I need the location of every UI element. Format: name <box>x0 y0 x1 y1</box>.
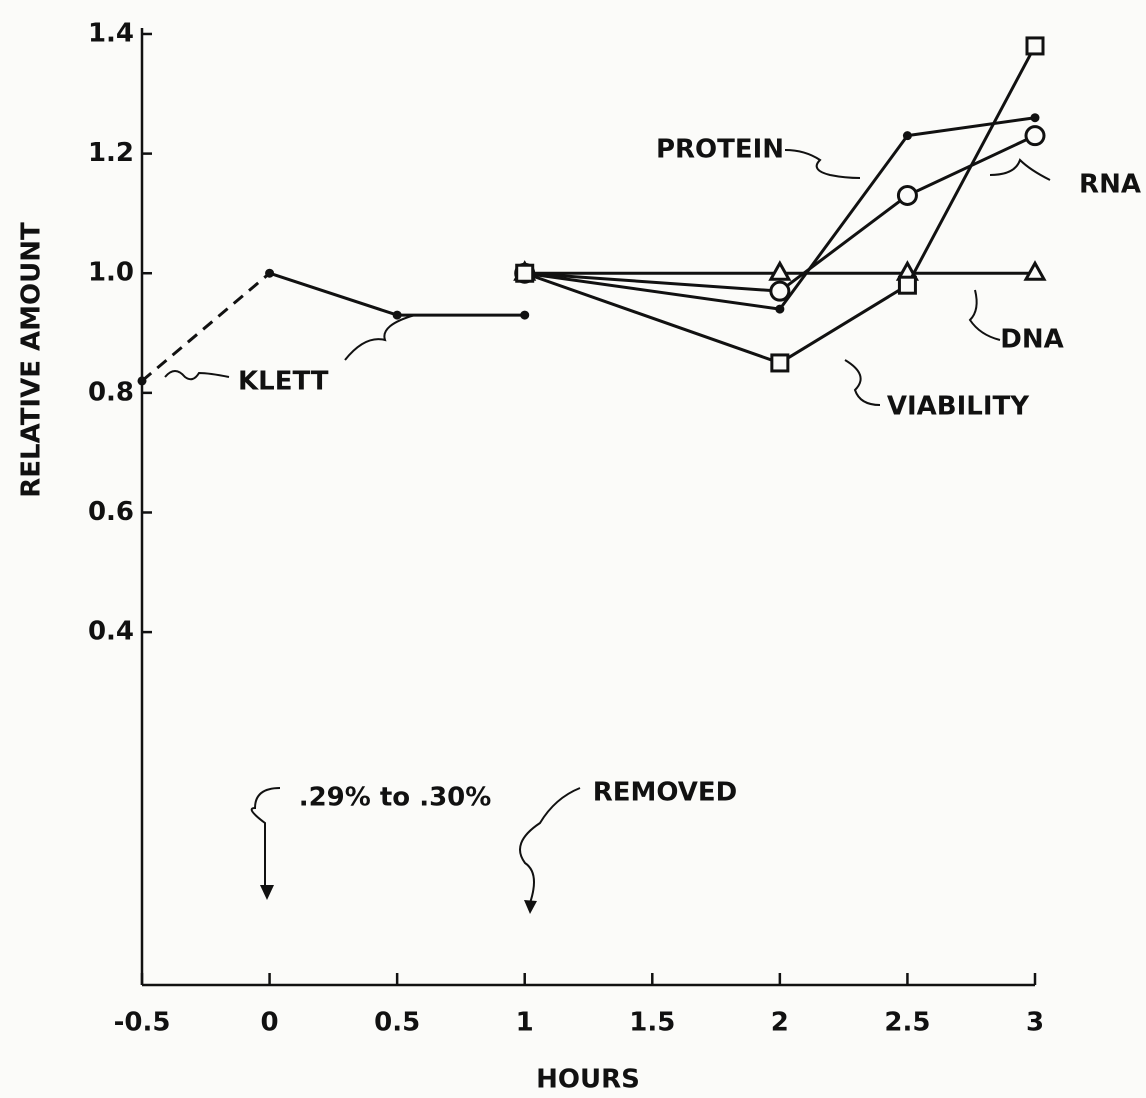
leader <box>968 289 1001 341</box>
series-label: DNA <box>1000 325 1063 355</box>
point <box>896 184 918 206</box>
line-segment <box>779 283 909 365</box>
x-tick-label: 2 <box>771 1008 789 1038</box>
point <box>1024 125 1046 147</box>
line-segment <box>269 271 398 317</box>
leader <box>844 359 881 406</box>
x-tick-label: 3 <box>1026 1008 1044 1038</box>
point <box>1025 36 1045 56</box>
point <box>392 310 402 320</box>
y-tick-label: 1.2 <box>88 138 134 168</box>
x-axis-label: HOURS <box>536 1065 640 1095</box>
x-tick-label: 0.5 <box>374 1008 420 1038</box>
y-tick-label: 0.6 <box>88 497 134 527</box>
point <box>520 310 530 320</box>
point <box>897 275 917 295</box>
y-tick-label: 0.4 <box>88 617 134 647</box>
x-tick-label: 2.5 <box>884 1008 930 1038</box>
point <box>1030 113 1040 123</box>
point <box>770 353 790 373</box>
series-label: KLETT <box>238 367 329 397</box>
y-tick-label: 1.4 <box>88 18 134 48</box>
arrowhead <box>260 885 274 900</box>
leader <box>344 314 416 361</box>
line-segment <box>524 271 780 293</box>
y-tick-label: 1.0 <box>88 258 134 288</box>
series-label: RNA <box>1079 170 1141 200</box>
leader <box>250 787 281 893</box>
point <box>515 263 535 283</box>
leader <box>164 370 230 381</box>
point <box>769 280 791 302</box>
point <box>137 376 147 386</box>
y-tick-label: 0.8 <box>88 377 134 407</box>
point <box>902 131 912 141</box>
line-segment <box>778 194 909 293</box>
point <box>768 260 792 281</box>
leader <box>989 158 1051 181</box>
leader <box>784 149 861 179</box>
arrowhead <box>524 900 537 914</box>
line-segment <box>141 272 271 383</box>
line-segment <box>778 134 909 311</box>
point <box>775 304 785 314</box>
x-tick-label: -0.5 <box>114 1008 171 1038</box>
point <box>265 268 275 278</box>
annotation: REMOVED <box>593 778 738 808</box>
x-tick-label: 1 <box>516 1008 534 1038</box>
point <box>1023 260 1047 281</box>
series-label: PROTEIN <box>656 135 784 165</box>
line-segment <box>524 271 781 365</box>
x-tick-label: 0 <box>261 1008 279 1038</box>
x-tick-label: 1.5 <box>629 1008 675 1038</box>
y-axis-label: RELATIVE AMOUNT <box>17 222 47 498</box>
series-label: VIABILITY <box>887 392 1030 422</box>
line-segment <box>907 116 1036 138</box>
annotation: .29% to .30% <box>299 783 492 813</box>
leader <box>519 787 581 904</box>
line-segment <box>906 45 1037 286</box>
line-segment <box>524 271 781 311</box>
